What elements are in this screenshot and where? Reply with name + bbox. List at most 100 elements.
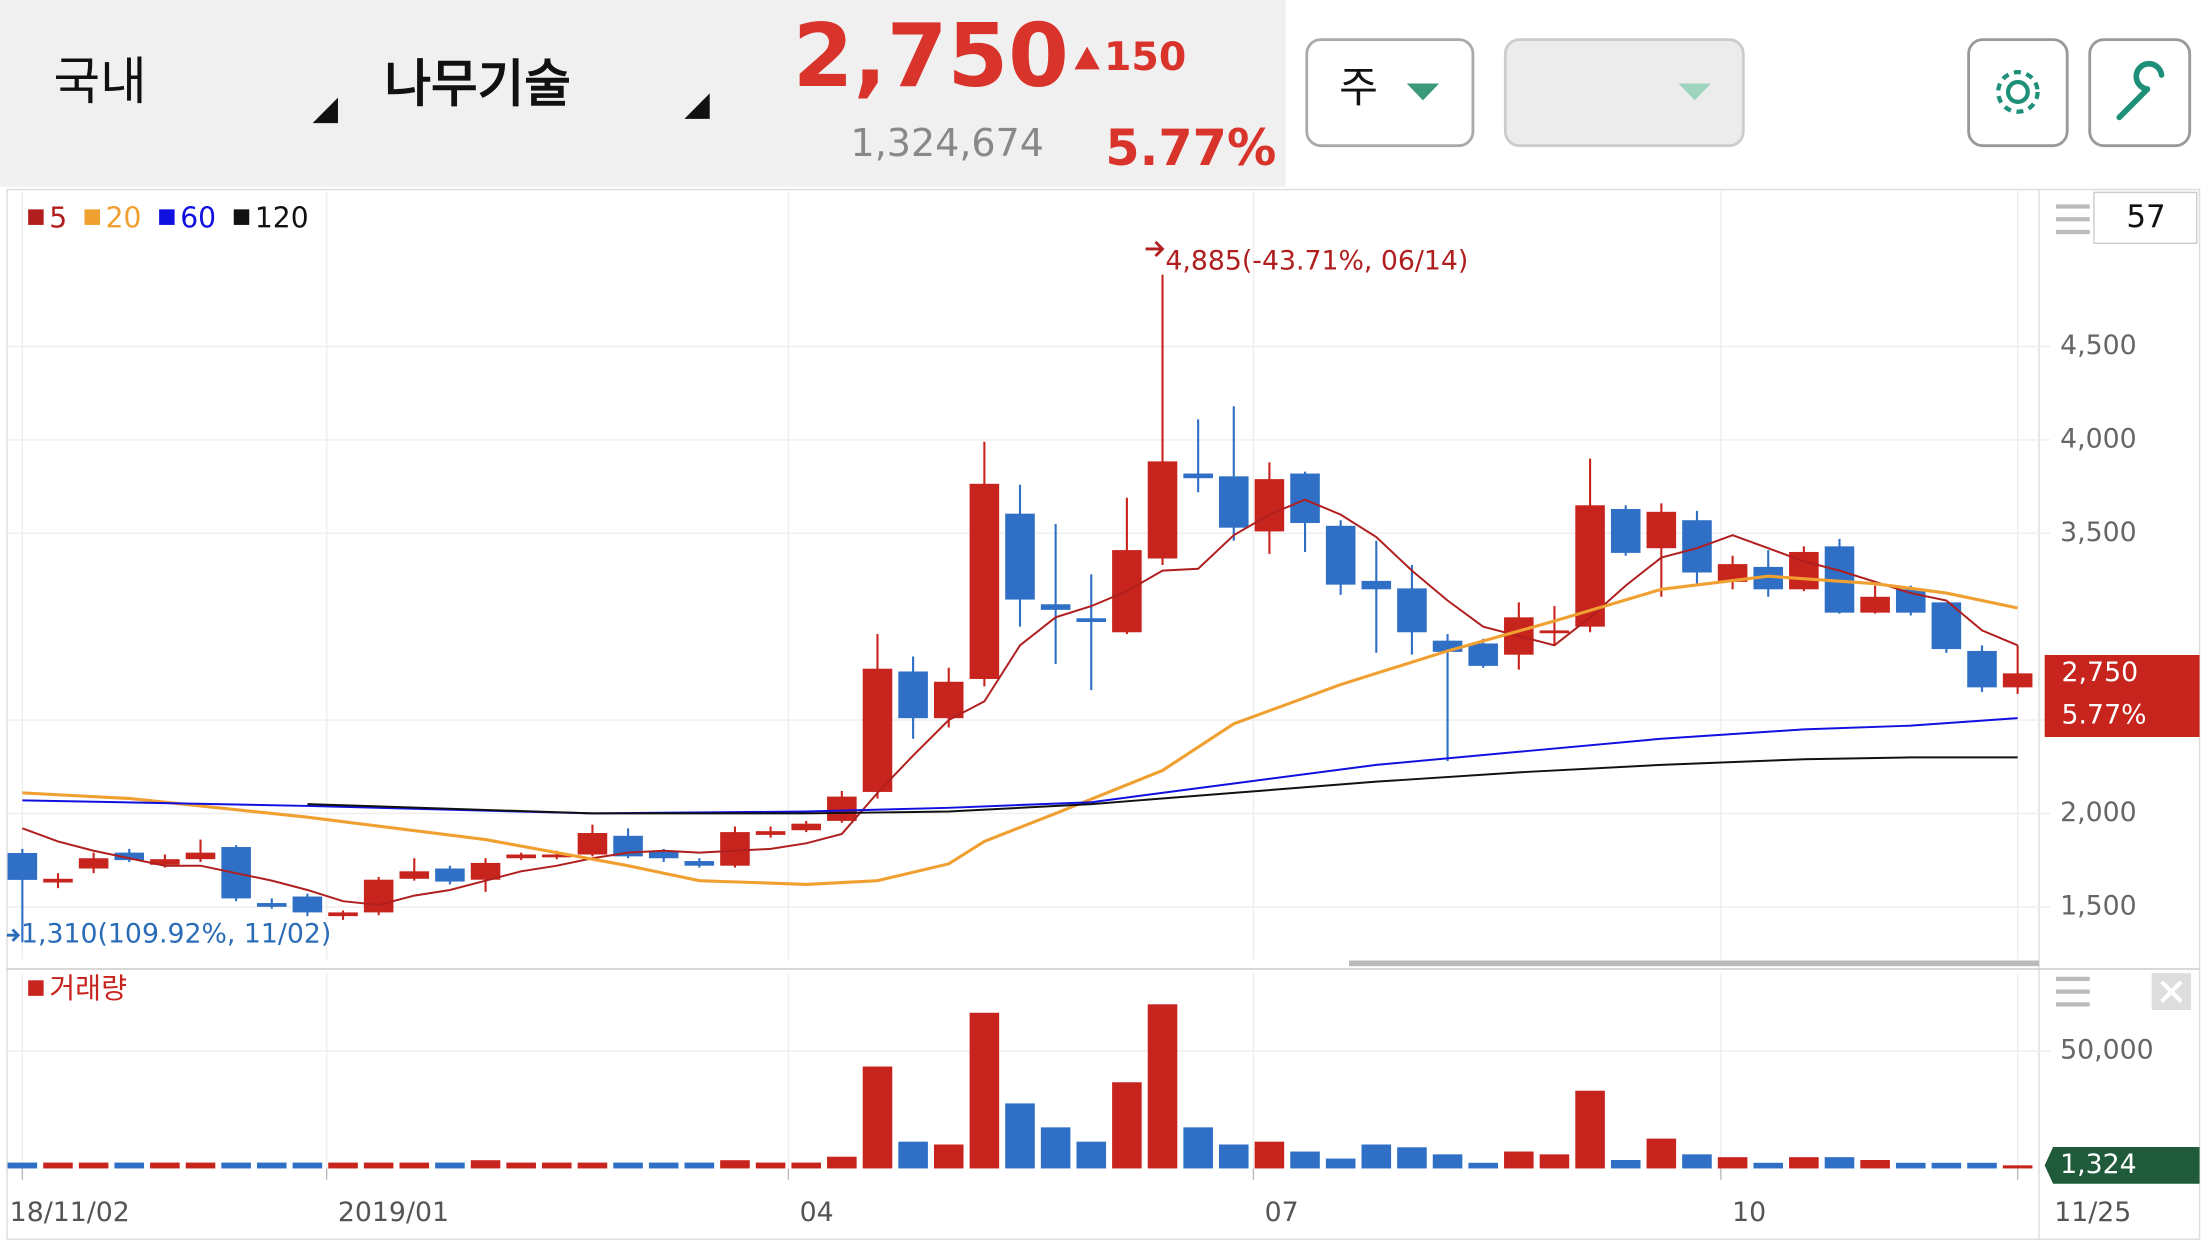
candle-body bbox=[827, 796, 857, 821]
volume-bar bbox=[577, 1162, 608, 1169]
period-select[interactable] bbox=[1305, 38, 1475, 148]
price-tag bbox=[2044, 654, 2200, 738]
volume-bar bbox=[755, 1162, 786, 1169]
volume-bar bbox=[1361, 1144, 1392, 1169]
legend-swatch bbox=[28, 209, 44, 225]
candle-body bbox=[1682, 520, 1712, 573]
option-select[interactable] bbox=[1503, 38, 1745, 148]
volume-bar bbox=[684, 1162, 715, 1169]
candle-body bbox=[7, 853, 38, 880]
candle-body bbox=[791, 823, 822, 831]
candle-body bbox=[1539, 630, 1570, 634]
legend-swatch bbox=[159, 209, 175, 225]
candle-body bbox=[969, 483, 1000, 679]
volume-bar bbox=[363, 1162, 394, 1169]
volume-bar bbox=[7, 1162, 38, 1169]
change: 150 bbox=[1104, 34, 1186, 80]
candle-body bbox=[1753, 566, 1784, 590]
volume-bar bbox=[470, 1160, 501, 1169]
candle-body bbox=[684, 861, 715, 866]
volume-bar bbox=[720, 1160, 750, 1169]
volume-bar bbox=[898, 1141, 928, 1169]
candle-body bbox=[1860, 596, 1890, 613]
volume-bar bbox=[827, 1156, 857, 1169]
volume-bar bbox=[43, 1162, 73, 1169]
candle-body bbox=[542, 854, 572, 858]
candle-body bbox=[292, 896, 323, 913]
y-tick-label: 2,000 bbox=[2060, 797, 2137, 828]
volume-bar bbox=[1290, 1151, 1320, 1169]
high-annotation: 4,885(-43.71%, 06/14) bbox=[1165, 245, 1468, 276]
stock-name[interactable]: 나무기술 bbox=[384, 55, 571, 114]
x-tick-label: 04 bbox=[800, 1197, 834, 1228]
candle-body bbox=[1290, 473, 1320, 524]
close-icon bbox=[2160, 980, 2183, 1004]
candle-body bbox=[435, 868, 465, 882]
volume-bar bbox=[1967, 1162, 1997, 1169]
settings-button[interactable] bbox=[1967, 38, 2069, 148]
y-tick-label: 3,500 bbox=[2060, 517, 2137, 548]
count: 57 bbox=[2126, 199, 2165, 235]
volume-tag bbox=[2044, 1146, 2200, 1184]
volume-bar bbox=[1468, 1162, 1498, 1169]
volume-bar bbox=[1539, 1154, 1570, 1169]
x-tick-label: 18/11/02 bbox=[10, 1197, 130, 1228]
candle-body bbox=[328, 912, 358, 917]
candle-body bbox=[1218, 476, 1249, 528]
candle-body bbox=[470, 862, 501, 880]
ma-line bbox=[22, 574, 2018, 886]
annotation-arrow bbox=[6, 928, 21, 942]
low-annotation: 1,310(109.92%, 11/02) bbox=[21, 919, 331, 950]
market[interactable]: 국내 bbox=[54, 52, 147, 111]
candle-body bbox=[1397, 588, 1427, 633]
volume-bar bbox=[1682, 1154, 1712, 1169]
candle-body bbox=[1040, 604, 1071, 610]
legend-swatch bbox=[84, 209, 100, 225]
y-tick-label: 1,500 bbox=[2060, 890, 2137, 921]
volume-bar bbox=[114, 1162, 145, 1169]
x-tick-label: 11/25 bbox=[2054, 1197, 2131, 1228]
candle-body bbox=[1005, 513, 1035, 600]
volume-bar bbox=[542, 1162, 572, 1169]
candle-body bbox=[1931, 602, 1962, 650]
gear-icon bbox=[1996, 70, 2040, 114]
legend-label: 60 bbox=[180, 201, 216, 234]
wrench-icon bbox=[2116, 60, 2165, 121]
tools-button[interactable] bbox=[2088, 38, 2192, 148]
menu-icon[interactable] bbox=[2055, 976, 2090, 1007]
candle-body bbox=[185, 852, 216, 860]
volume-bar bbox=[969, 1012, 1000, 1169]
candle-body bbox=[1254, 479, 1285, 532]
volume-bar bbox=[221, 1162, 251, 1169]
legend-label: 거래량 bbox=[49, 972, 127, 1005]
volume-bar bbox=[1610, 1159, 1641, 1169]
volume-bar bbox=[1005, 1103, 1035, 1169]
candle-body bbox=[898, 671, 928, 719]
candle-body bbox=[1646, 511, 1677, 549]
candle-body bbox=[256, 903, 287, 907]
candle-body bbox=[43, 878, 73, 883]
volume-bar bbox=[150, 1162, 180, 1169]
volume-bar bbox=[933, 1144, 964, 1169]
candle-body bbox=[1432, 640, 1463, 652]
volume-bar bbox=[1254, 1141, 1285, 1169]
price: 2,750 bbox=[793, 5, 1069, 107]
volume-bar bbox=[1183, 1127, 1213, 1169]
candle-body bbox=[1325, 525, 1356, 585]
ma-line bbox=[22, 498, 2019, 906]
volume-bar bbox=[1325, 1158, 1356, 1169]
volume-bar bbox=[2002, 1165, 2033, 1169]
volume: 1,324,674 bbox=[851, 121, 1044, 165]
menu-icon[interactable] bbox=[2055, 204, 2090, 235]
legend-label: 120 bbox=[255, 201, 309, 234]
y-tick-label: 50,000 bbox=[2060, 1034, 2154, 1065]
period: 주 bbox=[1339, 63, 1378, 112]
legend-label: 5 bbox=[49, 201, 67, 234]
count-box[interactable] bbox=[2093, 191, 2198, 245]
candle-body bbox=[1361, 580, 1392, 590]
legend-label: 20 bbox=[106, 201, 142, 234]
volume-bar bbox=[1112, 1082, 1142, 1169]
volume-bar bbox=[1789, 1157, 1819, 1169]
